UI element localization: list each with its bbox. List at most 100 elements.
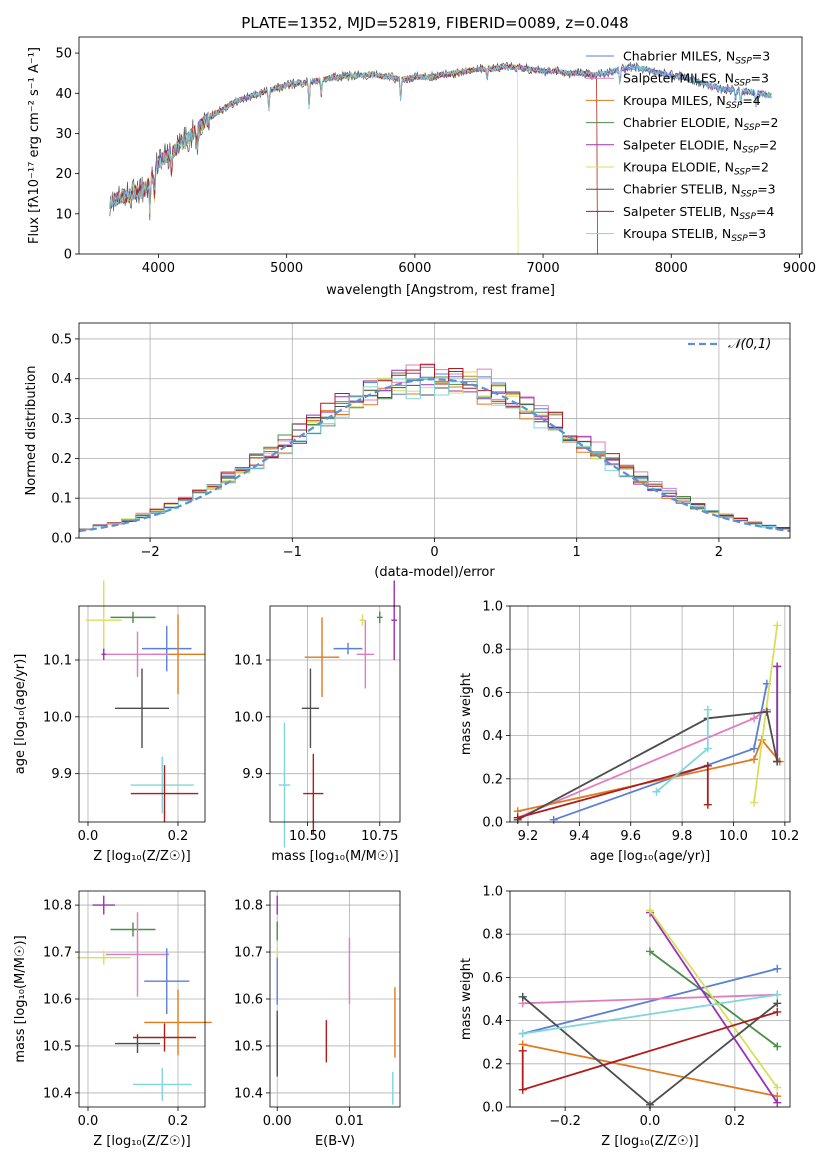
- marker-chabrier-stelib: [518, 992, 527, 1001]
- marker-kroupa-elodie: [646, 906, 654, 915]
- y-tick-label: 10.5: [43, 1039, 72, 1054]
- y-tick-label: 9.9: [242, 767, 263, 782]
- spectrum-panel: 4000 5000 6000 7000 8000 9000 0 10 20 30 40 50 wavel…: [27, 36, 816, 298]
- y-tick-label: 0.0: [51, 532, 72, 547]
- y-tick-label: 0.1: [51, 492, 72, 507]
- x-tick-label: 0.00: [263, 1114, 292, 1129]
- residual-histogram-panel: −2 −1 0 1 2 0.0 0.1 0.2 0.3 0.4 0.5 (data-model)/er…: [24, 322, 791, 580]
- x-tick-label: 10.0: [719, 829, 748, 844]
- marker-kroupa-stelib: [773, 990, 782, 999]
- y-tick-label: 0.8: [482, 643, 503, 658]
- x-tick-label: 5000: [270, 261, 303, 276]
- x-tick-label: 0.2: [725, 1114, 746, 1129]
- x-tick-label: 0.01: [335, 1114, 364, 1129]
- y-tick-label: 10.8: [234, 899, 263, 914]
- mass-weight-vs-age-panel: 9.2 9.4 9.6 9.8 10.0 10.2 0.0 0.2 0.4 0.6 0.8 1.0 ag…: [459, 600, 799, 865]
- mass-weight-vs-metallicity-panel: −0.2 0.0 0.2 0.0 0.2 0.4 0.6 0.8 1.0 Z [log₁₀(Z/Z…: [459, 885, 791, 1149]
- x-tick-label: 9.8: [672, 829, 693, 844]
- x-axis-label: mass [log₁₀(M/M☉)]: [271, 849, 398, 864]
- x-tick-label: −0.2: [549, 1114, 581, 1129]
- x-tick-label: 10.2: [770, 829, 799, 844]
- y-tick-label: 0.2: [482, 772, 503, 787]
- x-tick-label: 2: [715, 545, 723, 560]
- y-tick-label: 10: [55, 207, 72, 222]
- series-line-kroupa-elodie: [753, 625, 779, 803]
- y-axis-label: mass [log₁₀(M/M☉)]: [13, 935, 28, 1062]
- y-tick-label: 1.0: [482, 885, 503, 900]
- legend-label-kroupa-elodie: Kroupa ELODIE, NSSP=2: [623, 160, 769, 178]
- marker-chabrier-stelib: [773, 757, 782, 766]
- x-tick-label: 9.4: [569, 829, 590, 844]
- series-line-kroupa-miles: [522, 1043, 778, 1098]
- marker-salpeter-stelib: [518, 1046, 527, 1055]
- marker-kroupa-elodie: [750, 798, 759, 807]
- marker-kroupa-stelib: [652, 787, 661, 796]
- legend-label-salpeter-elodie: Salpeter ELODIE, NSSP=2: [623, 137, 777, 155]
- x-axis-label: Z [log₁₀(Z/Z☉)]: [601, 1134, 698, 1149]
- x-axis-label: Z [log₁₀(Z/Z☉)]: [93, 849, 190, 864]
- legend-label-salpeter-miles: Salpeter MILES, NSSP=3: [623, 71, 769, 89]
- x-tick-label: −1: [283, 545, 302, 560]
- marker-salpeter-elodie: [773, 1098, 782, 1107]
- x-tick-label: 7000: [527, 261, 560, 276]
- marker-kroupa-miles: [750, 755, 759, 764]
- y-tick-label: 0.6: [482, 971, 503, 986]
- y-tick-label: 1.0: [482, 600, 503, 615]
- marker-salpeter-stelib: [703, 761, 712, 770]
- marker-kroupa-stelib: [518, 1029, 527, 1038]
- y-tick-label: 0.6: [482, 686, 503, 701]
- y-tick-label: 40: [55, 87, 72, 102]
- y-tick-label: 0.4: [482, 1014, 503, 1029]
- y-tick-label: 10.0: [234, 710, 263, 725]
- age-vs-metallicity-panel: 0.0 0.2 9.9 10.0 10.1 Z [log₁₀(Z/Z☉)] age [log…: [13, 580, 206, 864]
- y-tick-label: 10.1: [234, 654, 263, 669]
- y-tick-label: 10.5: [234, 1039, 263, 1054]
- y-tick-label: 0.0: [482, 816, 503, 831]
- x-tick-label: 1: [573, 545, 581, 560]
- marker-salpeter-stelib: [518, 1085, 527, 1094]
- y-tick-label: 10.7: [234, 946, 263, 961]
- y-tick-label: 10.4: [43, 1086, 72, 1101]
- marker-salpeter-stelib: [703, 800, 712, 809]
- series-line-kroupa-stelib: [522, 993, 778, 1035]
- y-axis-label: Normed distribution: [24, 366, 39, 496]
- y-tick-label: 10.6: [43, 993, 72, 1008]
- legend-label-chabrier-miles: Chabrier MILES, NSSP=3: [623, 49, 770, 67]
- y-tick-label: 0.2: [482, 1057, 503, 1072]
- spectrum-kroupa-stelib: [109, 64, 772, 209]
- y-tick-label: 0.8: [482, 928, 503, 943]
- x-tick-label: 9.2: [518, 829, 539, 844]
- x-tick-label: 0.0: [78, 1114, 99, 1129]
- x-axis-label: E(B-V): [315, 1134, 355, 1149]
- y-tick-label: 10.0: [43, 710, 72, 725]
- marker-kroupa-elodie: [773, 1083, 782, 1092]
- y-tick-label: 10.6: [234, 993, 263, 1008]
- x-axis-label: Z [log₁₀(Z/Z☉)]: [93, 1134, 190, 1149]
- y-tick-label: 0.2: [51, 452, 72, 467]
- x-tick-label: 0.0: [78, 829, 99, 844]
- figure-title: PLATE=1352, MJD=52819, FIBERID=0089, z=0…: [241, 14, 628, 32]
- y-tick-label: 10.4: [234, 1086, 263, 1101]
- y-axis-label: Flux [fλ10⁻¹⁷ erg cm⁻² s⁻¹ A⁻¹]: [27, 47, 42, 244]
- marker-chabrier-miles: [750, 744, 759, 753]
- mass-vs-ebv-panel: 0.00 0.01 10.4 10.5 10.6 10.7 10.8 E(B-V): [234, 890, 401, 1149]
- marker-salpeter-stelib: [513, 813, 522, 822]
- spectrum-kroupa-miles: [109, 63, 598, 255]
- x-axis-label: (data-model)/error: [374, 565, 495, 580]
- y-tick-label: 0: [64, 248, 72, 263]
- marker-salpeter-elodie: [773, 662, 782, 671]
- histogram-salpeter-stelib: [79, 363, 790, 530]
- legend-label-salpeter-stelib: Salpeter STELIB, NSSP=4: [623, 204, 774, 222]
- y-axis-label: mass weight: [459, 958, 474, 1040]
- series-line-kroupa-elodie: [649, 909, 779, 1089]
- y-tick-label: 10.1: [43, 654, 72, 669]
- mass-vs-metallicity-panel: 0.0 0.2 10.4 10.5 10.6 10.7 10.8 Z [log₁₀(Z/Z☉)…: [13, 890, 212, 1149]
- x-tick-label: 10.75: [361, 829, 398, 844]
- spectrum-salpeter-stelib: [109, 64, 598, 255]
- normal-reference-curve: [78, 378, 791, 533]
- y-tick-label: 0.5: [51, 332, 72, 347]
- y-tick-label: 10.7: [43, 946, 72, 961]
- marker-kroupa-stelib: [703, 705, 712, 714]
- series-line-chabrier-miles: [522, 967, 778, 1035]
- axes-frame: [509, 605, 791, 823]
